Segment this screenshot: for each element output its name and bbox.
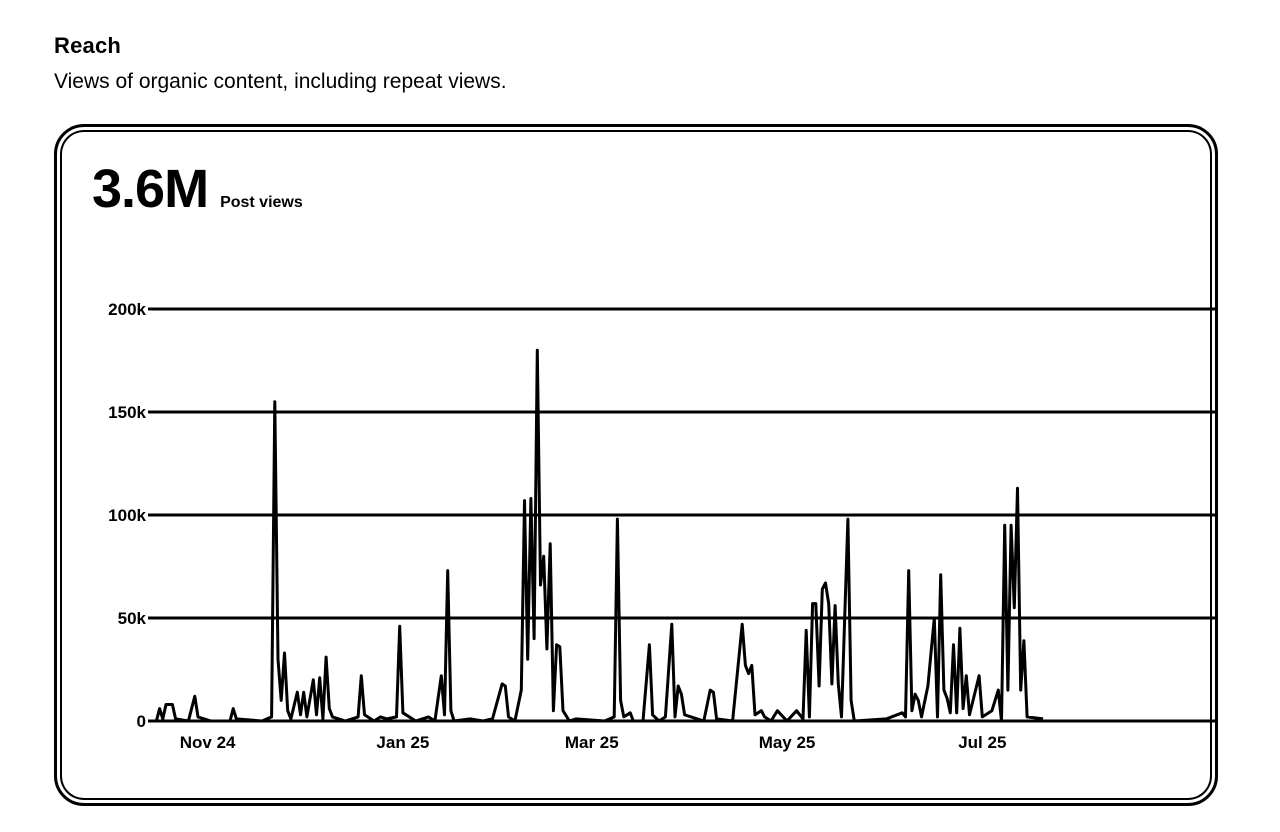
metric-value: 3.6M [92, 159, 209, 219]
y-tick-label: 100k [108, 506, 146, 525]
chart-gridlines [148, 307, 1216, 723]
x-tick-label: Jul 25 [958, 733, 1006, 752]
chart-series-layer [154, 348, 1044, 723]
chart-y-axis: 0 50k 100k 150k 200k [108, 300, 146, 731]
y-tick-label: 150k [108, 403, 146, 422]
x-tick-label: May 25 [759, 733, 816, 752]
chart-x-axis: Nov 24 Jan 25 Mar 25 May 25 Jul 25 [180, 733, 1007, 752]
metric-summary: 3.6M Post views [92, 162, 303, 216]
y-tick-label: 200k [108, 300, 146, 319]
section-subtitle: Views of organic content, including repe… [54, 70, 507, 93]
x-tick-label: Nov 24 [180, 733, 236, 752]
section-title: Reach [54, 33, 122, 58]
y-tick-label: 0 [137, 712, 146, 731]
x-tick-label: Jan 25 [376, 733, 429, 752]
series-line-post-views[interactable] [154, 348, 1044, 723]
y-tick-label: 50k [118, 609, 147, 628]
metric-label: Post views [220, 194, 303, 211]
x-tick-label: Mar 25 [565, 733, 619, 752]
reach-card [54, 124, 1218, 806]
